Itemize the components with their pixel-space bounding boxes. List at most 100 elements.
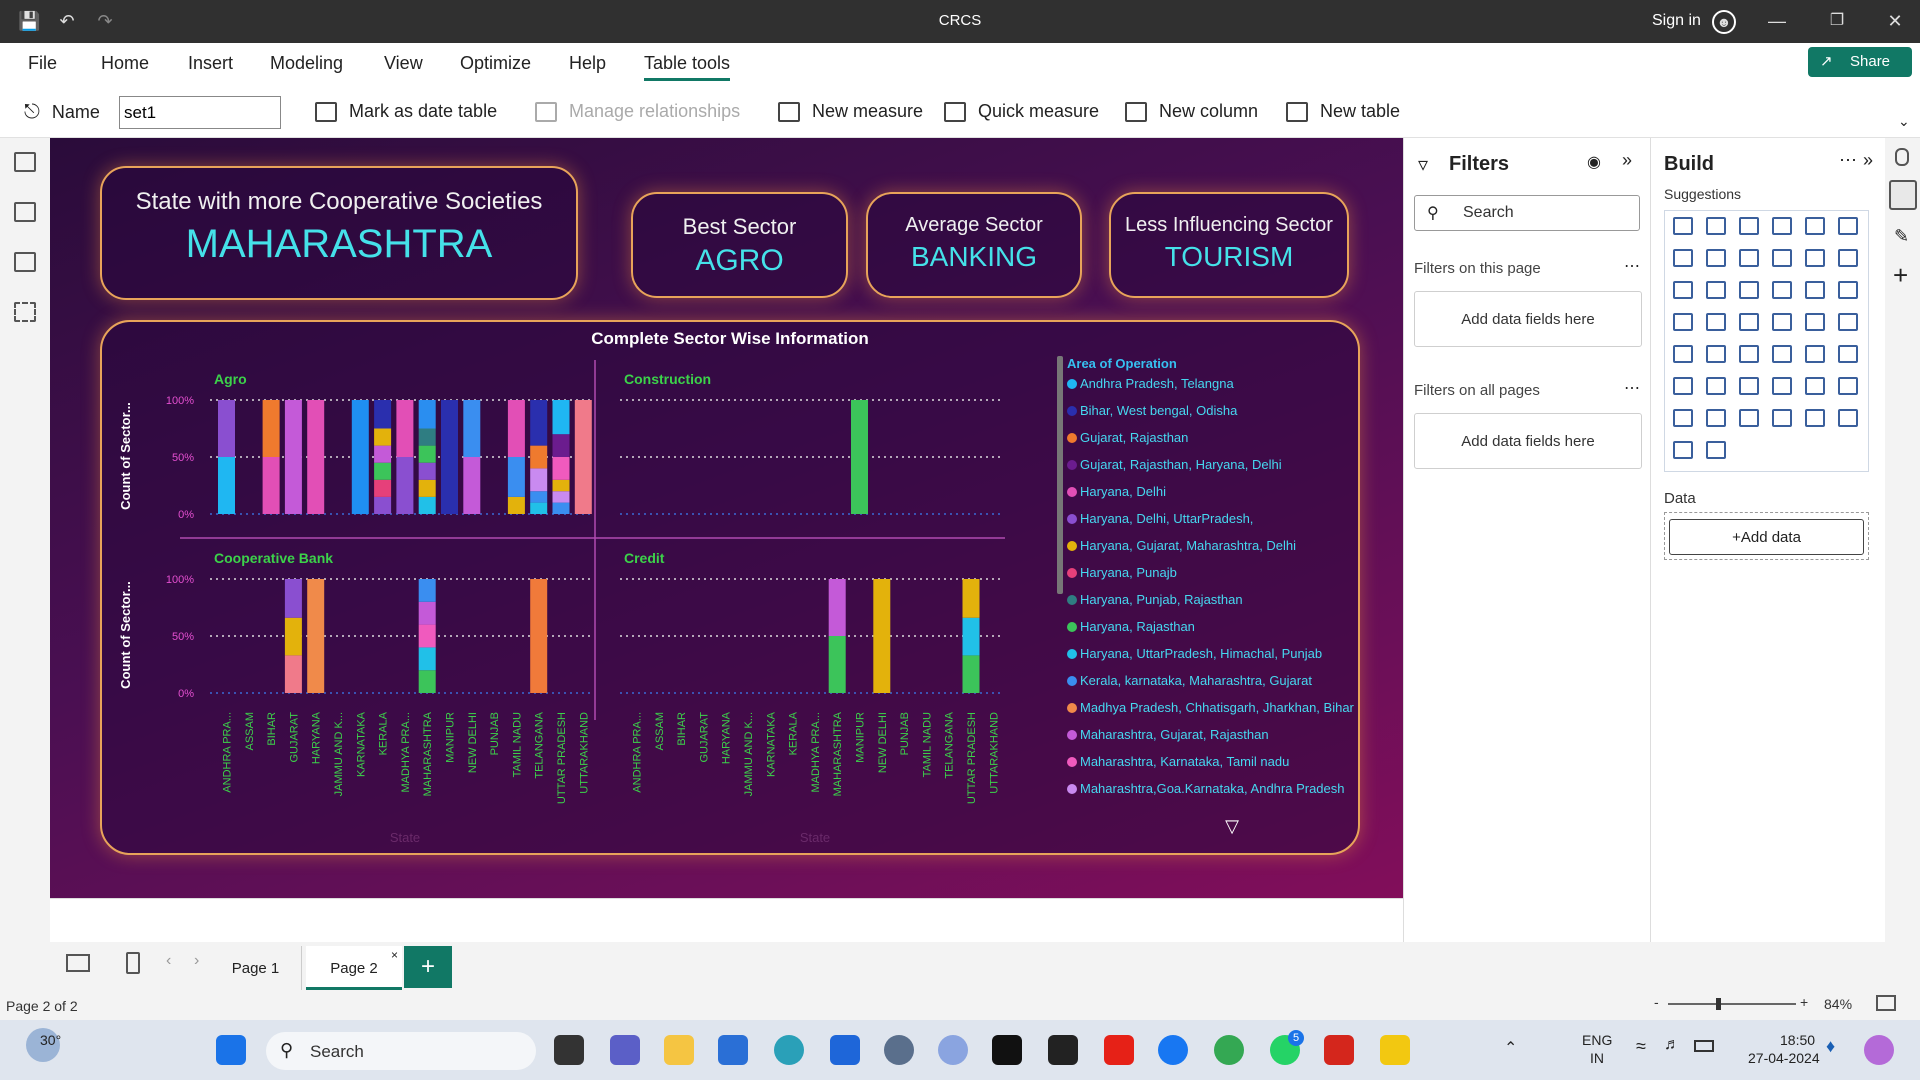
undo-icon[interactable]: ↶ (59, 11, 75, 31)
mysql-icon[interactable] (830, 1035, 860, 1065)
filters-search-input[interactable]: ⚲ Search (1414, 195, 1640, 231)
next-page-icon[interactable]: › (194, 952, 200, 969)
tab-page-1[interactable]: Page 1 (210, 946, 302, 990)
store-icon[interactable] (718, 1035, 748, 1065)
new-table-button[interactable]: New table (1286, 101, 1400, 122)
account-icon[interactable]: ☻ (1712, 10, 1736, 34)
visual-type-icon[interactable] (1772, 345, 1792, 363)
youtube-icon[interactable] (1104, 1035, 1134, 1065)
visual-type-icon[interactable] (1805, 249, 1825, 267)
eye-icon[interactable]: ◉ (1587, 154, 1601, 171)
zoom-slider[interactable] (1668, 1003, 1796, 1005)
visual-type-icon[interactable] (1838, 345, 1858, 363)
new-measure-button[interactable]: New measure (778, 101, 923, 122)
new-column-button[interactable]: New column (1125, 101, 1258, 122)
dax-query-icon[interactable] (14, 302, 36, 322)
format-icon[interactable]: ✎ (1894, 226, 1910, 246)
settings-icon[interactable] (884, 1035, 914, 1065)
power-bi-icon[interactable] (1380, 1035, 1410, 1065)
battery-icon[interactable] (1694, 1040, 1714, 1052)
card-average-sector[interactable]: Average Sector BANKING (866, 192, 1082, 298)
menu-file[interactable]: File (28, 53, 58, 73)
visual-type-icon[interactable] (1706, 281, 1726, 299)
visual-type-icon[interactable] (1772, 249, 1792, 267)
chevron-down-icon[interactable]: ⌄ (1898, 113, 1910, 129)
visual-type-icon[interactable] (1673, 377, 1693, 395)
visual-type-icon[interactable] (1838, 249, 1858, 267)
manage-relationships-button[interactable]: Manage relationships (535, 101, 740, 122)
visual-type-icon[interactable] (1805, 313, 1825, 331)
visual-type-icon[interactable] (1805, 217, 1825, 235)
visual-type-icon[interactable] (1772, 281, 1792, 299)
add-data-button[interactable]: +Add data (1669, 519, 1864, 555)
visual-build-icon[interactable] (1889, 180, 1917, 210)
copilot-icon[interactable] (1864, 1035, 1894, 1065)
card-best-sector[interactable]: Best Sector AGRO (631, 192, 848, 298)
visual-type-icon[interactable] (1838, 377, 1858, 395)
all-pages-filters-drop-zone[interactable]: Add data fields here (1414, 413, 1642, 469)
collapse-build-icon[interactable]: » (1863, 150, 1874, 170)
visual-type-icon[interactable] (1673, 249, 1693, 267)
clock-date[interactable]: 27-04-2024 (1748, 1050, 1820, 1066)
r-studio-icon[interactable] (938, 1035, 968, 1065)
save-icon[interactable]: 💾 (18, 11, 41, 31)
menu-modeling[interactable]: Modeling (270, 53, 344, 73)
file-explorer-icon[interactable] (664, 1035, 694, 1065)
add-pane-icon[interactable]: + (1893, 260, 1909, 290)
desktop-layout-icon[interactable] (66, 954, 90, 972)
close-tab-icon[interactable]: × (390, 948, 398, 962)
visual-type-icon[interactable] (1805, 345, 1825, 363)
data-pane-icon[interactable] (1895, 148, 1909, 166)
visual-type-icon[interactable] (1739, 313, 1759, 331)
sector-chart-visual[interactable]: Complete Sector Wise Information Agro 100%… (100, 320, 1360, 855)
table-name-input[interactable] (119, 96, 281, 129)
visual-type-icon[interactable] (1838, 281, 1858, 299)
menu-table-tools[interactable]: Table tools (644, 53, 731, 81)
visual-type-icon[interactable] (1739, 281, 1759, 299)
visual-type-icon[interactable] (1706, 345, 1726, 363)
visual-type-icon[interactable] (1739, 409, 1759, 427)
facebook-icon[interactable] (1158, 1035, 1188, 1065)
visual-type-icon[interactable] (1805, 409, 1825, 427)
terminal-icon[interactable] (1048, 1035, 1078, 1065)
visual-type-icon[interactable] (1673, 313, 1693, 331)
minimize-icon[interactable]: — (1768, 11, 1786, 31)
visual-type-icon[interactable] (1706, 313, 1726, 331)
visual-type-icon[interactable] (1838, 313, 1858, 331)
fit-to-page-icon[interactable] (1876, 995, 1896, 1011)
visual-type-icon[interactable] (1739, 217, 1759, 235)
visual-type-icon[interactable] (1706, 249, 1726, 267)
quick-measure-button[interactable]: Quick measure (944, 101, 1099, 122)
notification-bell-icon[interactable]: ♦ (1826, 1036, 1836, 1056)
task-view-icon[interactable] (554, 1035, 584, 1065)
zoom-in-icon[interactable]: + (1800, 994, 1809, 1010)
visual-type-icon[interactable] (1673, 345, 1693, 363)
visual-type-icon[interactable] (1838, 217, 1858, 235)
visual-type-icon[interactable] (1772, 377, 1792, 395)
restore-icon[interactable]: ❐ (1829, 12, 1845, 29)
more-options-icon[interactable]: ⋯ (1624, 380, 1640, 397)
add-page-button[interactable]: + (404, 946, 452, 988)
chevron-up-icon[interactable]: ⌃ (1504, 1040, 1518, 1057)
github-icon[interactable] (992, 1035, 1022, 1065)
menu-view[interactable]: View (384, 53, 423, 73)
visual-type-icon[interactable] (1739, 377, 1759, 395)
start-icon[interactable] (216, 1035, 246, 1065)
redo-icon[interactable]: ↷ (97, 11, 113, 31)
card-top-state[interactable]: State with more Cooperative Societies MA… (100, 166, 578, 300)
close-icon[interactable]: ✕ (1887, 11, 1903, 31)
visual-type-icon[interactable] (1706, 441, 1726, 459)
visual-type-icon[interactable] (1739, 345, 1759, 363)
visual-type-icon[interactable] (1739, 249, 1759, 267)
mobile-layout-icon[interactable] (126, 952, 140, 974)
visual-type-icon[interactable] (1673, 217, 1693, 235)
page-filters-drop-zone[interactable]: Add data fields here (1414, 291, 1642, 347)
prev-page-icon[interactable]: ‹ (166, 952, 172, 969)
volume-icon[interactable]: ♬ (1664, 1036, 1680, 1053)
zoom-out-icon[interactable]: - (1654, 994, 1659, 1010)
table-view-icon[interactable] (14, 202, 36, 222)
more-options-icon[interactable]: ⋯ (1839, 150, 1857, 170)
model-view-icon[interactable] (14, 252, 36, 272)
visual-type-icon[interactable] (1805, 377, 1825, 395)
tab-page-2[interactable]: Page 2 × (306, 946, 402, 990)
